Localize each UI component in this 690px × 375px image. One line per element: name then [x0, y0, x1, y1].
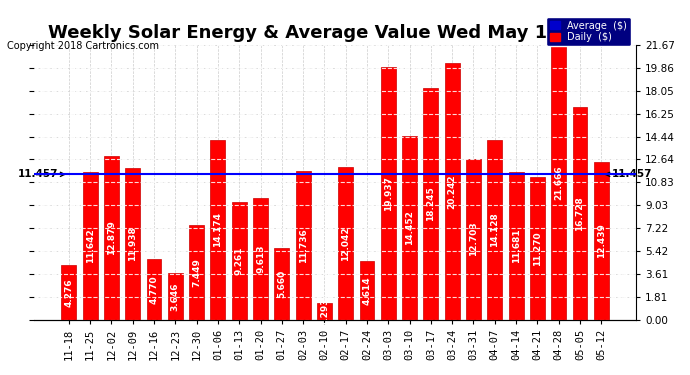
Text: 11.938: 11.938: [128, 226, 137, 261]
Bar: [424, 88, 438, 320]
Bar: [83, 172, 97, 320]
Legend: Average  ($), Daily  ($): Average ($), Daily ($): [546, 16, 631, 46]
Text: 14.174: 14.174: [213, 212, 222, 247]
Bar: [402, 136, 417, 320]
Bar: [61, 266, 77, 320]
Bar: [594, 162, 609, 320]
Text: 12.042: 12.042: [342, 226, 351, 261]
Text: 11.681: 11.681: [511, 228, 520, 263]
Bar: [317, 303, 332, 320]
Bar: [530, 177, 545, 320]
Bar: [509, 171, 524, 320]
Text: 1.293: 1.293: [320, 297, 329, 326]
Bar: [295, 171, 310, 320]
Text: 3.646: 3.646: [171, 282, 180, 311]
Text: 18.245: 18.245: [426, 187, 435, 221]
Text: 12.439: 12.439: [597, 224, 606, 258]
Text: 11.270: 11.270: [533, 231, 542, 266]
Bar: [551, 45, 566, 320]
Bar: [126, 168, 140, 320]
Bar: [146, 259, 161, 320]
Text: 7.449: 7.449: [192, 258, 201, 287]
Bar: [338, 167, 353, 320]
Text: 9.613: 9.613: [256, 244, 265, 273]
Bar: [275, 248, 289, 320]
Bar: [168, 273, 183, 320]
Text: 16.728: 16.728: [575, 196, 584, 231]
Bar: [210, 140, 226, 320]
Text: 20.242: 20.242: [448, 174, 457, 208]
Text: 12.879: 12.879: [107, 220, 116, 255]
Bar: [573, 108, 587, 320]
Title: Weekly Solar Energy & Average Value Wed May 16 20:09: Weekly Solar Energy & Average Value Wed …: [48, 24, 622, 42]
Text: 11.642: 11.642: [86, 228, 95, 263]
Text: 4.614: 4.614: [362, 276, 371, 305]
Text: 14.452: 14.452: [405, 211, 414, 246]
Text: 11.736: 11.736: [299, 228, 308, 262]
Text: 19.937: 19.937: [384, 176, 393, 211]
Bar: [381, 67, 396, 320]
Text: 11.457: 11.457: [18, 170, 65, 179]
Text: Copyright 2018 Cartronics.com: Copyright 2018 Cartronics.com: [7, 41, 159, 51]
Bar: [104, 156, 119, 320]
Bar: [487, 141, 502, 320]
Bar: [359, 261, 375, 320]
Text: 4.770: 4.770: [150, 275, 159, 304]
Bar: [445, 63, 460, 320]
Text: 21.666: 21.666: [554, 165, 563, 200]
Text: 4.276: 4.276: [64, 278, 73, 307]
Bar: [466, 159, 481, 320]
Text: 5.660: 5.660: [277, 270, 286, 298]
Text: 9.261: 9.261: [235, 247, 244, 275]
Text: 14.128: 14.128: [491, 213, 500, 248]
Bar: [189, 225, 204, 320]
Bar: [253, 198, 268, 320]
Text: 12.703: 12.703: [469, 222, 478, 256]
Text: 11.457: 11.457: [606, 170, 653, 179]
Bar: [232, 202, 247, 320]
